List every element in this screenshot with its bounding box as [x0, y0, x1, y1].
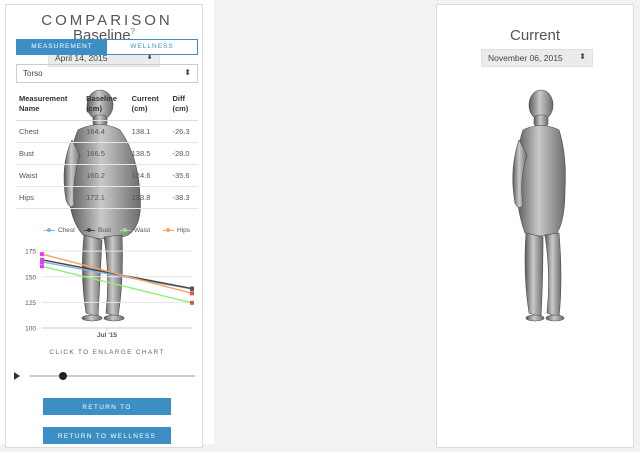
legend-label: Waist	[134, 227, 151, 234]
x-tick-label: Jul '15	[97, 332, 117, 339]
data-point-hips	[190, 291, 194, 296]
col-header-line: Diff	[172, 94, 185, 103]
legend-swatch	[44, 227, 55, 232]
table-row[interactable]: Hips 172.1 133.8 -38.3	[16, 186, 198, 209]
table-header-row: Measurement Name Baseline (cm) Current (cm)…	[16, 92, 198, 121]
series-line-waist	[41, 265, 193, 304]
data-point-bust	[40, 257, 44, 262]
data-point-waist	[190, 300, 194, 305]
cell-name: Waist	[16, 164, 84, 187]
enlarge-chart-link[interactable]: CLICK TO ENLARGE CHART	[49, 349, 165, 356]
current-panel: Current November 06, 2015 ⬍	[436, 4, 634, 448]
chart-legend: Chest Bust Waist Hips	[16, 227, 206, 237]
y-tick-label: 100	[25, 326, 36, 333]
slider-track[interactable]	[30, 375, 195, 377]
data-point-waist	[40, 264, 44, 269]
comparison-title: COMPARISON	[41, 12, 173, 29]
return-to-measurements-button[interactable]: RETURN TO MEASUREMENTS	[43, 398, 171, 428]
cell-diff: -26.3	[169, 120, 198, 143]
cell-baseline: 166.5	[83, 142, 129, 165]
cell-baseline: 160.2	[83, 164, 129, 187]
legend-label: Chest	[58, 227, 75, 234]
col-header-line: Baseline	[86, 94, 117, 103]
slider-thumb[interactable]	[59, 372, 67, 380]
tab-measurement[interactable]: MEASUREMENT	[17, 40, 107, 54]
play-icon[interactable]	[14, 372, 20, 380]
col-header-line: Name	[19, 104, 40, 113]
current-body-model[interactable]	[501, 85, 581, 325]
table-row[interactable]: Chest 164.4 138.1 -26.3	[16, 120, 198, 143]
col-header-line: (cm)	[131, 104, 148, 113]
col-header-diff: Diff (cm)	[169, 92, 198, 121]
col-header-baseline: Baseline (cm)	[83, 92, 129, 121]
data-point-chest	[40, 259, 44, 264]
cell-diff: -28.0	[169, 142, 198, 165]
cell-name: Hips	[16, 186, 84, 209]
current-date-value: November 06, 2015	[488, 53, 563, 63]
legend-label: Bust	[98, 227, 112, 234]
cell-current: 138.5	[128, 142, 170, 165]
legend-item[interactable]: Chest	[44, 227, 75, 234]
table-row[interactable]: Waist 160.2 124.6 -35.6	[16, 164, 198, 187]
cell-diff: -35.6	[169, 164, 198, 187]
data-point-hips	[40, 252, 44, 257]
current-date-select[interactable]: November 06, 2015 ⬍	[481, 49, 593, 67]
return-to-wellness-button[interactable]: RETURN TO WELLNESS	[43, 427, 171, 444]
col-header-line: Current	[131, 94, 159, 103]
table-row[interactable]: Bust 166.5 138.5 -28.0	[16, 142, 198, 165]
chevron-updown-icon: ⬍	[146, 52, 153, 61]
cell-current: 124.6	[128, 164, 170, 187]
col-header-line: (cm)	[86, 104, 102, 113]
col-header-name: Measurement Name	[16, 92, 84, 121]
series-line-hips	[41, 253, 193, 295]
legend-item[interactable]: Waist	[120, 227, 150, 234]
legend-label: Hips	[177, 227, 191, 234]
col-header-current: Current (cm)	[128, 92, 170, 121]
data-point-bust	[190, 286, 194, 291]
legend-swatch	[120, 227, 131, 232]
chevron-updown-icon: ⬍	[184, 68, 191, 77]
cell-current: 138.1	[128, 120, 170, 143]
col-header-line: Measurement	[19, 94, 68, 103]
y-tick-label: 150	[25, 274, 36, 281]
legend-swatch	[163, 227, 174, 232]
measurement-chart[interactable]: 100 125 150 175 Jul '15	[16, 240, 206, 340]
cell-name: Chest	[16, 120, 84, 143]
comparison-tabs: MEASUREMENT WELLNESS	[16, 39, 198, 55]
col-header-line: (cm)	[172, 104, 189, 113]
timeline-slider[interactable]	[14, 370, 198, 382]
current-title: Current	[509, 27, 561, 44]
tab-wellness[interactable]: WELLNESS	[107, 40, 197, 54]
y-tick-label: 125	[25, 300, 36, 307]
cell-baseline: 172.1	[83, 186, 129, 209]
cell-current: 133.8	[128, 186, 170, 209]
cell-baseline: 164.4	[83, 120, 129, 143]
cell-name: Bust	[16, 142, 84, 165]
baseline-date-value: April 14, 2015	[55, 53, 108, 63]
region-select-value: Torso	[23, 69, 43, 78]
legend-item[interactable]: Bust	[84, 227, 111, 234]
chevron-updown-icon: ⬍	[579, 52, 586, 61]
cell-diff: -38.3	[169, 186, 198, 209]
region-select[interactable]: Torso ⬍	[16, 64, 198, 83]
measurement-table: Measurement Name Baseline (cm) Current (cm)…	[16, 92, 198, 209]
legend-item[interactable]: Hips	[163, 227, 190, 234]
legend-swatch	[84, 227, 95, 232]
info-mark[interactable]: ?	[130, 27, 135, 36]
y-tick-label: 175	[25, 249, 36, 256]
